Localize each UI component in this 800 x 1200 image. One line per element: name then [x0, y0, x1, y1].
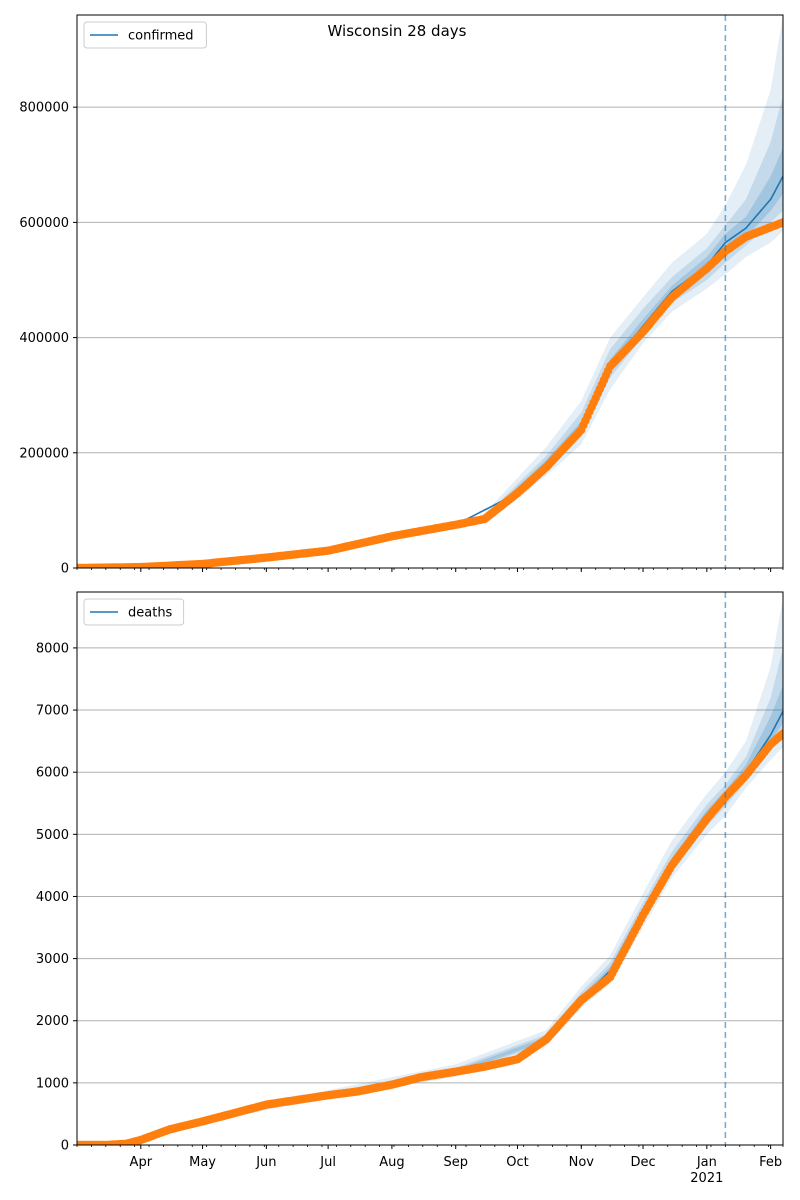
x-year-label: 2021	[690, 1171, 723, 1186]
legend: confirmed	[83, 21, 207, 49]
x-tick-label: Feb	[759, 1155, 782, 1170]
x-tick-label: Jun	[255, 1155, 276, 1170]
x-tick-label: Jul	[319, 1155, 336, 1170]
x-tick-label: Sep	[443, 1155, 468, 1170]
y-tick-label: 0	[61, 562, 69, 577]
x-tick-label: Oct	[506, 1155, 528, 1170]
y-tick-label: 200000	[19, 446, 69, 461]
legend-box	[83, 21, 207, 49]
x-tick-label: Apr	[130, 1155, 153, 1170]
y-tick-label: 7000	[36, 704, 69, 719]
plot-area	[77, 15, 783, 568]
figure-title: Wisconsin 28 days	[328, 22, 467, 40]
x-tick-label: Nov	[569, 1155, 595, 1170]
x-tick-label: Jan	[696, 1155, 717, 1170]
plot-area	[77, 598, 783, 1145]
confirmed-model-line	[77, 175, 783, 568]
y-tick-label: 2000	[36, 1014, 69, 1029]
y-tick-label: 600000	[19, 216, 69, 231]
observed-point	[778, 218, 783, 227]
legend-box	[83, 598, 185, 626]
y-tick-label: 4000	[36, 890, 69, 905]
y-tick-label: 0	[61, 1139, 69, 1154]
y-tick-label: 8000	[36, 641, 69, 656]
uncertainty-band	[231, 598, 783, 1117]
y-tick-label: 5000	[36, 828, 69, 843]
observed-point	[778, 729, 783, 738]
legend: deaths	[83, 598, 185, 626]
x-tick-label: May	[189, 1155, 216, 1170]
x-tick-label: Aug	[379, 1155, 404, 1170]
uncertainty-band	[484, 15, 783, 525]
x-tick-label: Dec	[630, 1155, 655, 1170]
confirmed-panel: 0 200000 400000 600000 800000 confirmed	[19, 14, 784, 577]
y-tick-label: 1000	[36, 1076, 69, 1091]
legend-label: deaths	[128, 606, 173, 621]
y-tick-label: 6000	[36, 766, 69, 781]
axes-frame	[76, 591, 784, 1146]
y-tick-label: 400000	[19, 331, 69, 346]
y-tick-label: 3000	[36, 952, 69, 967]
legend-label: confirmed	[128, 29, 194, 44]
uncertainty-band	[484, 147, 783, 521]
axes-frame	[76, 14, 784, 569]
deaths-panel: 0 1000 2000 3000 4000 5000 6000 7000 8000 Apr May J…	[36, 591, 784, 1186]
y-tick-label: 800000	[19, 101, 69, 116]
